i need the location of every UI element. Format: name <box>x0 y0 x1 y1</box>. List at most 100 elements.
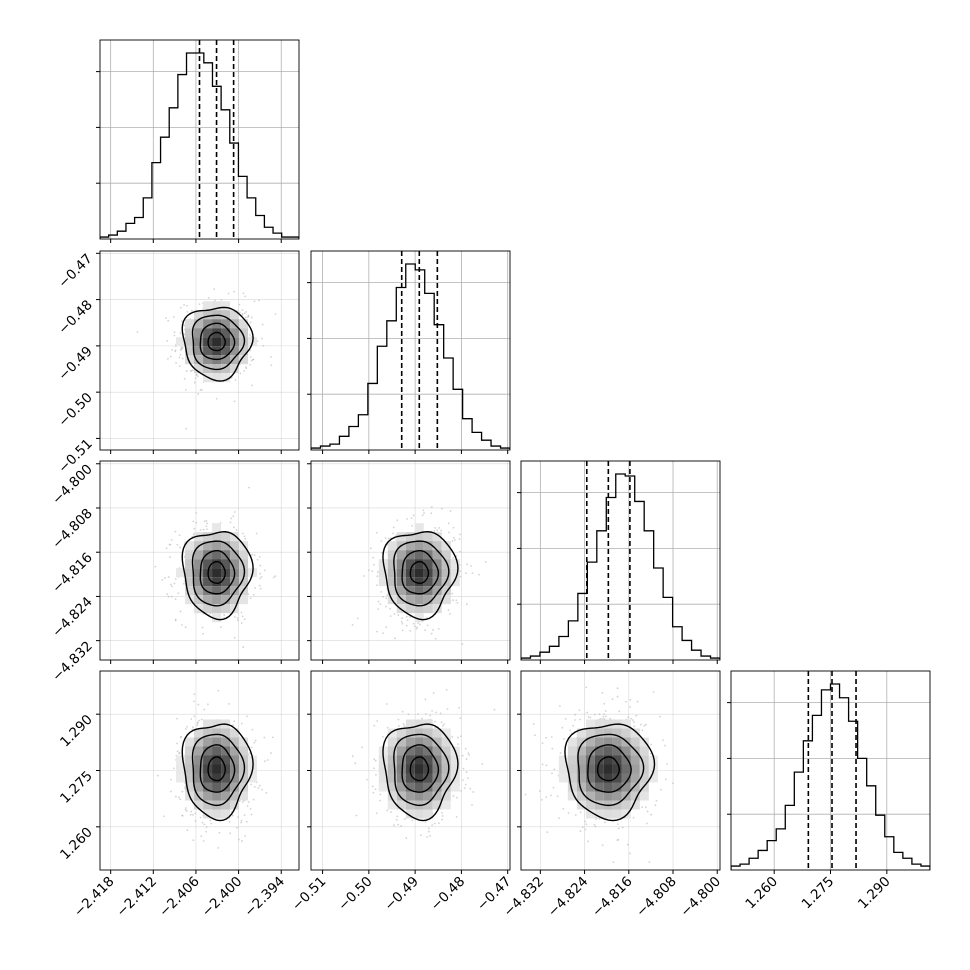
scatter-point <box>403 725 406 728</box>
scatter-point <box>181 624 183 626</box>
scatter-point <box>376 584 378 587</box>
scatter-point <box>604 821 606 824</box>
x-tick-label: −2.400 <box>199 874 246 921</box>
density-cell <box>639 764 649 774</box>
density-cell <box>432 791 442 801</box>
scatter-point <box>419 623 421 626</box>
scatter-point <box>181 320 183 323</box>
density-cell <box>176 773 186 783</box>
scatter-point <box>650 743 653 746</box>
scatter-point <box>261 788 264 791</box>
x-tick-label: −2.412 <box>113 874 160 921</box>
scatter-point <box>242 532 244 535</box>
scatter-point <box>484 561 487 563</box>
scatter-point <box>193 715 196 718</box>
contour-1sigma <box>401 549 440 595</box>
scatter-panel-2-0 <box>96 460 300 664</box>
scatter-point <box>379 793 382 796</box>
density-cell <box>414 773 424 783</box>
density-cell <box>230 541 240 551</box>
scatter-point <box>459 550 462 553</box>
density-cell <box>203 319 213 329</box>
scatter-point <box>174 598 177 601</box>
scatter-point <box>453 539 456 541</box>
scatter-point <box>435 711 438 714</box>
scatter-point <box>541 763 544 766</box>
density-cell <box>230 737 240 747</box>
density-cell <box>396 764 406 774</box>
scatter-point <box>445 688 448 691</box>
scatter-point <box>423 512 425 514</box>
contour-1.5sigma <box>393 540 450 607</box>
density-cell <box>558 773 568 783</box>
scatter-point <box>376 630 378 633</box>
density-cell <box>423 737 433 747</box>
density-cell <box>558 755 568 765</box>
scatter-point <box>193 693 196 696</box>
scatter-point <box>424 698 427 701</box>
scatter-point <box>166 358 169 360</box>
scatter-point <box>655 799 658 802</box>
scatter-point <box>174 530 177 533</box>
density-cell <box>221 373 231 383</box>
scatter-point <box>198 719 201 722</box>
density-cell <box>441 550 451 560</box>
contour-1sigma <box>199 744 236 793</box>
y-tick-label: −0.50 <box>55 390 96 431</box>
scatter-point <box>545 796 548 799</box>
scatter-point <box>194 377 197 380</box>
density-cell <box>414 728 424 738</box>
density-cell <box>387 791 397 801</box>
scatter-point <box>471 804 473 806</box>
density-cell <box>230 346 240 356</box>
scatter-point <box>171 348 174 351</box>
scatter-point <box>584 828 587 831</box>
density-cell <box>423 532 433 542</box>
scatter-point <box>574 713 577 716</box>
density-cell <box>423 800 433 810</box>
scatter-point <box>493 708 496 711</box>
density-cell <box>194 764 204 774</box>
x-tick-label: 1.260 <box>742 874 781 913</box>
scatter-point <box>401 629 404 632</box>
scatter-point <box>421 717 424 720</box>
density-cell <box>441 782 451 792</box>
density-cell <box>603 755 613 765</box>
scatter-point <box>581 826 584 829</box>
scatter-point <box>248 486 250 489</box>
density-cell <box>239 337 249 347</box>
density-cell <box>423 791 433 801</box>
density-cell <box>203 364 213 374</box>
scatter-point <box>465 758 468 760</box>
scatter-point <box>574 719 576 721</box>
scatter-point <box>249 807 252 810</box>
density-cell <box>594 809 604 819</box>
density-cell <box>212 364 222 374</box>
scatter-point <box>243 370 246 372</box>
scatter-point <box>229 832 231 835</box>
scatter-point <box>551 747 554 750</box>
density-cell <box>194 364 204 374</box>
density-cell <box>221 782 231 792</box>
density-cell <box>414 577 424 587</box>
scatter-point <box>238 303 241 306</box>
density-cell <box>194 755 204 765</box>
scatter-point <box>205 826 208 828</box>
scatter-point <box>377 600 380 603</box>
scatter-point <box>263 569 266 572</box>
scatter-point <box>447 609 450 611</box>
scatter-point <box>456 601 459 604</box>
scatter-point <box>200 718 203 721</box>
density-cell <box>387 764 397 774</box>
density-cell <box>405 604 415 614</box>
density-cell <box>405 809 415 819</box>
scatter-point <box>203 708 206 711</box>
scatter-point <box>245 821 248 823</box>
scatter-point <box>173 331 176 333</box>
scatter-point <box>643 724 646 727</box>
density-cell <box>432 595 442 605</box>
density-cell <box>230 532 240 542</box>
scatter-point <box>380 540 383 543</box>
density-cell <box>239 746 249 756</box>
scatter-point <box>452 599 454 602</box>
